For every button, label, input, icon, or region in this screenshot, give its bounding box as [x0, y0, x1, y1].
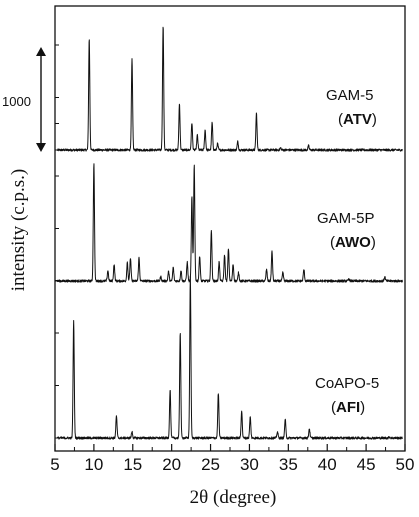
- xrd-pattern-coapo-5: [56, 275, 403, 440]
- x-tick-label-30: 30: [240, 455, 259, 474]
- sample-label-gam-5p: GAM-5P: [317, 210, 375, 227]
- y-axis-title: intensity (c.p.s.): [8, 169, 29, 291]
- x-tick-label-50: 50: [396, 455, 415, 474]
- x-tick-label-20: 20: [162, 455, 181, 474]
- x-tick-label-40: 40: [318, 455, 337, 474]
- x-tick-label-35: 35: [279, 455, 298, 474]
- scale-bar-arrowhead-top: [36, 47, 46, 56]
- framework-code-awo: AWO: [335, 234, 371, 251]
- x-tick-label-45: 45: [357, 455, 376, 474]
- legend-gam-5p: GAM-5P (AWO): [317, 210, 376, 251]
- sample-label-gam-5: GAM-5: [326, 87, 374, 104]
- x-tick-label-15: 15: [123, 455, 142, 474]
- framework-code-atv: ATV: [343, 111, 372, 128]
- legend-gam-5: GAM-5 (ATV): [326, 87, 377, 128]
- scale-bar-label: 1000: [2, 94, 31, 109]
- framework-label-gam-5p: (AWO): [330, 234, 376, 251]
- diffraction-patterns: [56, 26, 403, 440]
- framework-label-coapo-5: (AFI): [331, 399, 365, 416]
- sample-label-coapo-5: CoAPO-5: [315, 375, 379, 392]
- x-axis-ticks: 5 10 15 20 25 30 35 40 45 50: [50, 444, 414, 474]
- xrd-pattern-gam-5p: [56, 163, 403, 283]
- y-axis-ticks: [55, 44, 59, 439]
- xrd-pattern-gam-5: [56, 26, 403, 152]
- x-tick-label-25: 25: [201, 455, 220, 474]
- legend-coapo-5: CoAPO-5 (AFI): [315, 375, 379, 416]
- framework-code-afi: AFI: [336, 399, 360, 416]
- scale-bar: 1000: [2, 47, 46, 152]
- framework-label-gam-5: (ATV): [338, 111, 377, 128]
- x-tick-label-5: 5: [50, 455, 59, 474]
- scale-bar-arrowhead-bottom: [36, 143, 46, 152]
- x-axis-title: 2θ (degree): [190, 487, 277, 508]
- x-tick-label-10: 10: [84, 455, 103, 474]
